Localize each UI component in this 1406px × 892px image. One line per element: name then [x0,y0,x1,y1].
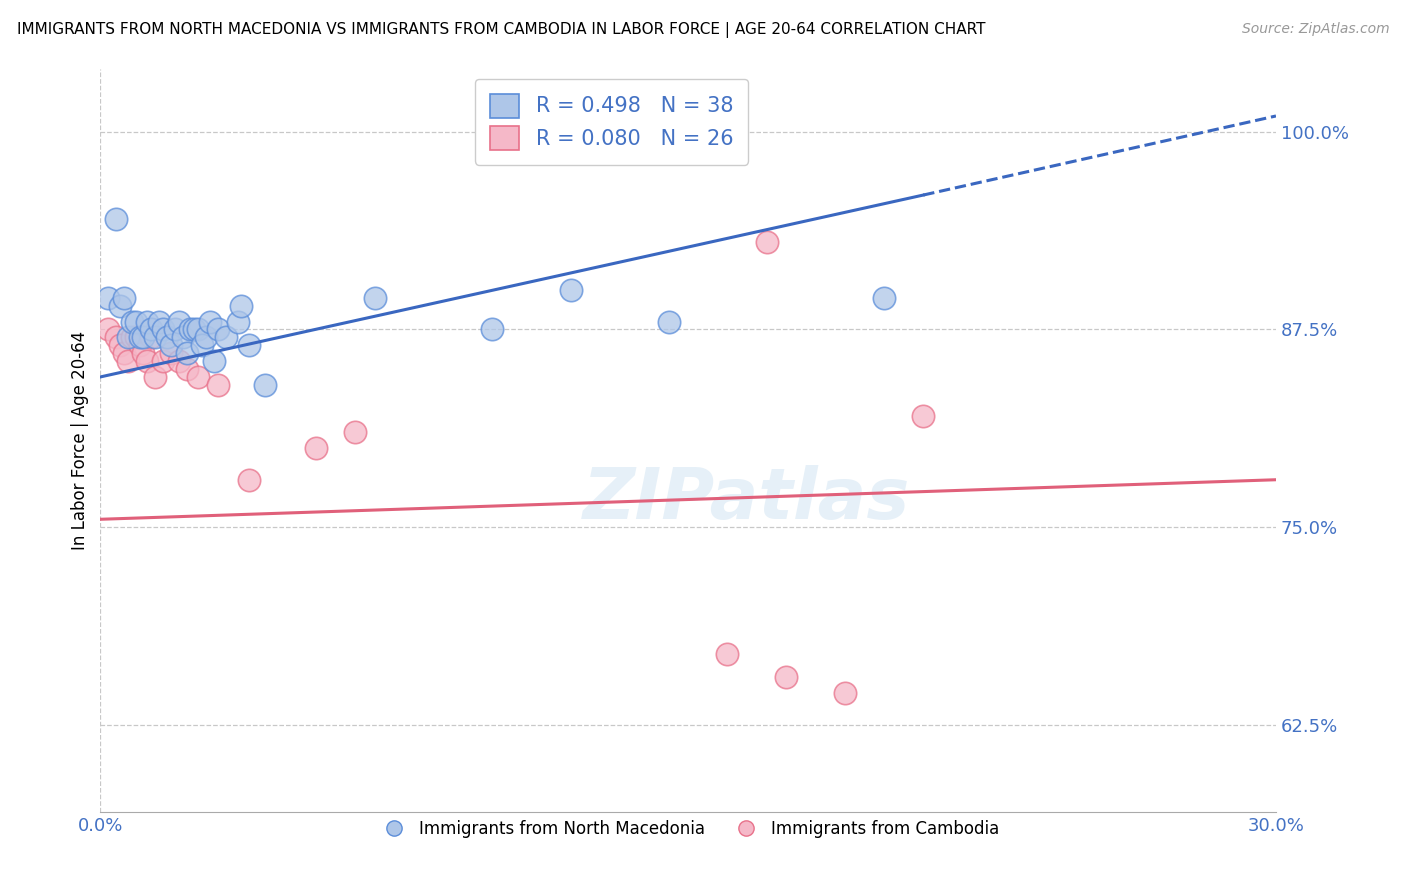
Point [143,330,166,344]
Point [231,299,253,313]
Point [112,346,135,360]
Point [136,354,159,368]
Point [128,338,150,352]
Point [344,425,367,440]
Point [117,354,139,368]
Point [187,370,209,384]
Point [148,315,170,329]
Point [117,330,139,344]
Point [253,377,276,392]
Point [152,354,174,368]
Point [755,235,778,250]
Point [160,346,183,360]
Point [195,330,218,344]
Point [128,330,150,344]
Point [238,338,260,352]
Point [143,370,166,384]
Point [198,315,221,329]
Point [132,330,155,344]
Point [202,354,225,368]
Point [108,338,131,352]
Text: Source: ZipAtlas.com: Source: ZipAtlas.com [1241,22,1389,37]
Point [121,315,143,329]
Point [873,291,896,305]
Point [112,291,135,305]
Point [124,315,146,329]
Point [179,322,201,336]
Point [658,315,681,329]
Point [481,322,503,336]
Point [363,291,385,305]
Legend: Immigrants from North Macedonia, Immigrants from Cambodia: Immigrants from North Macedonia, Immigra… [370,814,1007,845]
Point [163,322,186,336]
Point [238,473,260,487]
Point [124,330,146,344]
Point [305,441,328,455]
Point [716,647,738,661]
Point [191,338,214,352]
Point [105,330,128,344]
Point [560,283,582,297]
Point [172,330,194,344]
Point [176,362,198,376]
Point [108,299,131,313]
Point [136,315,159,329]
Point [176,346,198,360]
Point [167,315,190,329]
Point [152,322,174,336]
Text: IMMIGRANTS FROM NORTH MACEDONIA VS IMMIGRANTS FROM CAMBODIA IN LABOR FORCE | AGE: IMMIGRANTS FROM NORTH MACEDONIA VS IMMIG… [17,22,986,38]
Point [183,322,205,336]
Point [834,686,856,700]
Point [775,670,797,684]
Point [167,354,190,368]
Point [97,291,120,305]
Point [226,315,249,329]
Y-axis label: In Labor Force | Age 20-64: In Labor Force | Age 20-64 [72,331,89,549]
Point [105,211,128,226]
Point [97,322,120,336]
Text: ZIPatlas: ZIPatlas [583,465,911,534]
Point [141,322,163,336]
Point [141,330,163,344]
Point [207,377,229,392]
Point [132,346,155,360]
Point [912,409,935,424]
Point [187,322,209,336]
Point [121,330,143,344]
Point [215,330,238,344]
Point [160,338,183,352]
Point [207,322,229,336]
Point [156,330,179,344]
